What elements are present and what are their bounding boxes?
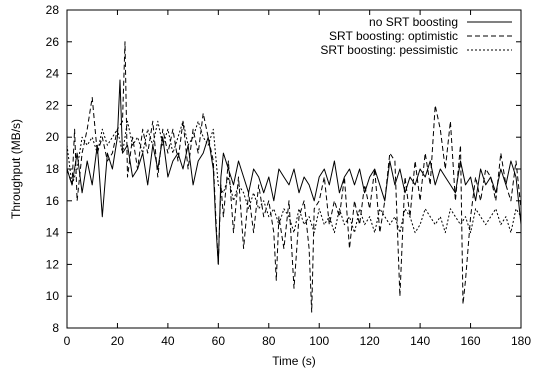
- x-tick-label: 20: [111, 334, 125, 348]
- legend-label-3: SRT boosting: pessimistic: [320, 43, 458, 57]
- y-tick-label: 22: [46, 98, 60, 112]
- x-tick-label: 120: [360, 334, 380, 348]
- x-tick-label: 100: [309, 334, 329, 348]
- y-axis-label: Throughput (MB/s): [9, 119, 23, 219]
- x-tick-label: 0: [64, 334, 71, 348]
- plot-frame: [66, 9, 522, 329]
- y-tick-label: 16: [46, 194, 60, 208]
- x-axis-label: Time (s): [272, 354, 316, 368]
- y-tick-label: 10: [46, 289, 60, 303]
- legend-label-1: no SRT boosting: [369, 15, 458, 29]
- plot-lines: [66, 41, 522, 313]
- x-tick-label: 40: [161, 334, 175, 348]
- y-tick-label: 8: [52, 321, 59, 335]
- series-line-2: [66, 41, 522, 313]
- y-tick-label: 24: [46, 67, 60, 81]
- x-tick-label: 180: [511, 334, 531, 348]
- legend-label-2: SRT boosting: optimistic: [329, 29, 458, 43]
- axis-ticks: 0 20 40 60 80 100 120 140 160 180 8 10 12 14 16 18 20 22 2…: [46, 3, 532, 348]
- x-tick-label: 60: [212, 334, 226, 348]
- y-tick-label: 26: [46, 35, 60, 49]
- x-tick-label: 80: [262, 334, 276, 348]
- series-line-1: [66, 79, 522, 265]
- y-tick-label: 12: [46, 257, 60, 271]
- x-tick-label: 140: [410, 334, 430, 348]
- y-tick-label: 14: [46, 226, 60, 240]
- y-tick-label: 18: [46, 162, 60, 176]
- y-tick-label: 28: [46, 3, 60, 17]
- y-tick-label: 20: [46, 130, 60, 144]
- series-line-3: [66, 120, 522, 234]
- x-tick-label: 160: [461, 334, 481, 348]
